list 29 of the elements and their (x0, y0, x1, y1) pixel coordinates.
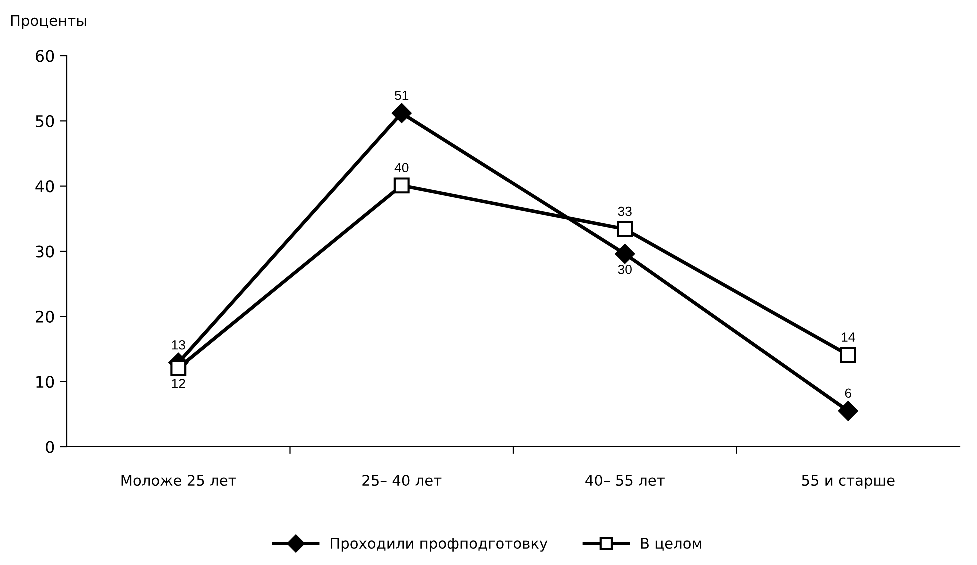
data-label: 33 (618, 206, 632, 216)
point (615, 244, 636, 264)
y-tick-label: 50 (36, 115, 54, 128)
y-tick-label: 40 (36, 180, 54, 193)
y-tick-label: 0 (46, 441, 54, 454)
x-tick-label: 25– 40 лет (362, 475, 442, 486)
data-label: 40 (394, 163, 409, 173)
point (617, 221, 634, 238)
point (170, 360, 187, 376)
data-label: 12 (172, 379, 186, 388)
point (394, 178, 410, 194)
y-tick-label: 30 (36, 246, 54, 258)
data-label: 51 (395, 91, 409, 100)
legend-label: В целом (641, 538, 702, 551)
data-label: 13 (172, 340, 186, 350)
y-axis-title: Проценты (11, 15, 86, 30)
point (840, 347, 856, 364)
point (392, 103, 412, 124)
legend-label: Проходили профподготовку (331, 538, 548, 552)
data-label: 6 (845, 388, 852, 398)
y-tick-label: 10 (36, 376, 54, 388)
y-tick-label: 20 (36, 310, 54, 323)
x-tick-label: 40– 55 лет (586, 475, 665, 486)
x-tick-label: 55 и старше (802, 475, 895, 489)
y-tick-label: 60 (36, 50, 54, 62)
x-tick-label: Моложе 25 лет (122, 475, 236, 486)
data-label: 14 (842, 332, 856, 342)
point (838, 401, 858, 422)
data-label: 30 (618, 264, 632, 274)
